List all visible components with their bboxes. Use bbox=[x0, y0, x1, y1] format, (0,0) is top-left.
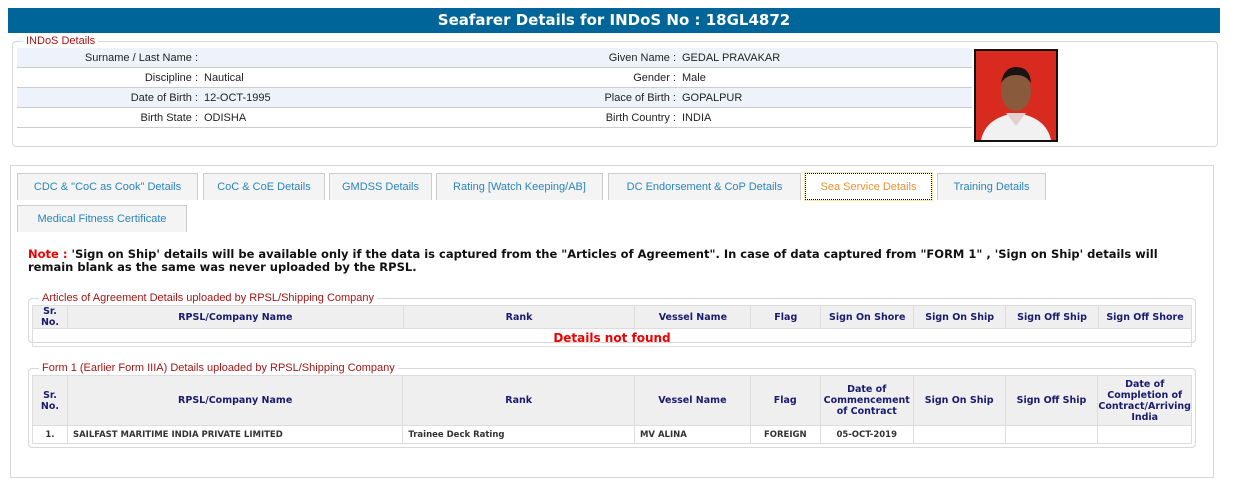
column-header: Flag bbox=[750, 305, 822, 329]
note-body: 'Sign on Ship' details will be available… bbox=[28, 247, 1158, 274]
column-header: Sign Off Shore bbox=[1097, 305, 1193, 329]
table-cell: 05-OCT-2019 bbox=[819, 425, 914, 444]
field-label: Place of Birth : bbox=[604, 92, 676, 104]
field-label: Birth State : bbox=[140, 112, 198, 124]
form1-table: Sr. No. RPSL/Company Name Rank Vessel Name F… bbox=[32, 375, 1192, 444]
tab-sea-service-details[interactable]: Sea Service Details bbox=[805, 173, 932, 200]
field-value: Male bbox=[682, 72, 706, 84]
column-header: Vessel Name bbox=[634, 305, 752, 329]
note-text: Note : 'Sign on Ship' details will be av… bbox=[28, 248, 1178, 274]
table-cell: SAILFAST MARITIME INDIA PRIVATE LIMITED bbox=[66, 425, 404, 444]
field-value: GOPALPUR bbox=[682, 92, 743, 104]
info-row: Discipline : Nautical Gender : Male bbox=[17, 68, 972, 88]
info-row: Birth State : ODISHA Birth Country : INDIA bbox=[17, 108, 972, 128]
tab-training-details[interactable]: Training Details bbox=[937, 173, 1046, 200]
tab-panel bbox=[10, 165, 1214, 478]
tab-coc-coe-details[interactable]: CoC & CoE Details bbox=[203, 173, 325, 200]
header-row: Sr. No. RPSL/Company Name Rank Vessel Name F… bbox=[32, 375, 1192, 426]
table-row: 1. SAILFAST MARITIME INDIA PRIVATE LIMITE… bbox=[32, 425, 1192, 444]
section-legend: INDoS Details bbox=[23, 35, 99, 47]
table-cell bbox=[1097, 425, 1192, 444]
field-label: Date of Birth : bbox=[130, 92, 198, 104]
form1-section: Form 1 (Earlier Form IIIA) Details uploa… bbox=[28, 362, 1196, 448]
field-label: Given Name : bbox=[608, 52, 676, 64]
field-value: INDIA bbox=[682, 112, 712, 124]
indos-details-section: INDoS Details Surname / Last Name : Given… bbox=[12, 35, 1218, 147]
column-header: RPSL/Company Name bbox=[66, 305, 404, 329]
page-title: Seafarer Details for INDoS No : 18GL4872 bbox=[8, 8, 1220, 33]
table-cell bbox=[1004, 425, 1099, 444]
note-label: Note : bbox=[28, 247, 68, 261]
column-header: Date of Commencement of Contract bbox=[819, 375, 914, 426]
column-header: Sign On Ship bbox=[912, 375, 1006, 426]
field-label: Discipline : bbox=[144, 72, 198, 84]
tab-dc-endorsement-cop-details[interactable]: DC Endorsement & CoP Details bbox=[608, 173, 801, 200]
field-label: Surname / Last Name : bbox=[84, 52, 198, 64]
seafarer-photo bbox=[974, 49, 1058, 142]
table-cell: Trainee Deck Rating bbox=[402, 425, 635, 444]
table-cell: 1. bbox=[32, 425, 68, 444]
tab-rating-watch-keeping-ab[interactable]: Rating [Watch Keeping/AB] bbox=[436, 173, 603, 200]
tab-medical-fitness-certificate[interactable]: Medical Fitness Certificate bbox=[17, 205, 187, 232]
column-header: Sr. No. bbox=[32, 375, 68, 426]
section-legend: Articles of Agreement Details uploaded b… bbox=[39, 292, 378, 304]
column-header: Rank bbox=[402, 305, 636, 329]
column-header: Flag bbox=[749, 375, 821, 426]
column-header: Sign Off Ship bbox=[1004, 375, 1099, 426]
column-header: Sign Off Ship bbox=[1005, 305, 1099, 329]
header-row: Sr. No. RPSL/Company Name Rank Vessel Name F… bbox=[32, 305, 1193, 329]
info-row: Surname / Last Name : Given Name : GEDAL P… bbox=[17, 48, 972, 68]
tab-cdc-coc-as-cook-details[interactable]: CDC & "CoC as Cook" Details bbox=[17, 173, 198, 200]
info-row: Date of Birth : 12-OCT-1995 Place of Birth… bbox=[17, 88, 972, 108]
column-header: Rank bbox=[402, 375, 635, 426]
empty-message: Details not found bbox=[32, 328, 1192, 347]
section-legend: Form 1 (Earlier Form IIIA) Details uploa… bbox=[39, 362, 398, 374]
empty-row: Details not found bbox=[32, 328, 1192, 347]
column-header: Sr. No. bbox=[32, 305, 68, 329]
column-header: Sign On Ship bbox=[913, 305, 1007, 329]
tab-gmdss-details[interactable]: GMDSS Details bbox=[329, 173, 432, 200]
column-header: Sign On Shore bbox=[820, 305, 915, 329]
field-value: ODISHA bbox=[204, 112, 247, 124]
field-label: Birth Country : bbox=[605, 112, 676, 124]
articles-table: Sr. No. RPSL/Company Name Rank Vessel Name F… bbox=[32, 305, 1193, 347]
field-value: Nautical bbox=[204, 72, 244, 84]
table-cell bbox=[912, 425, 1006, 444]
table-cell: MV ALINA bbox=[633, 425, 751, 444]
field-value: 12-OCT-1995 bbox=[204, 92, 271, 104]
table-cell: FOREIGN bbox=[749, 425, 821, 444]
column-header: Date of Completion of Contract/Arriving … bbox=[1097, 375, 1192, 426]
field-value: GEDAL PRAVAKAR bbox=[682, 52, 781, 64]
column-header: RPSL/Company Name bbox=[66, 375, 404, 426]
column-header: Vessel Name bbox=[633, 375, 751, 426]
field-label: Gender : bbox=[633, 72, 676, 84]
